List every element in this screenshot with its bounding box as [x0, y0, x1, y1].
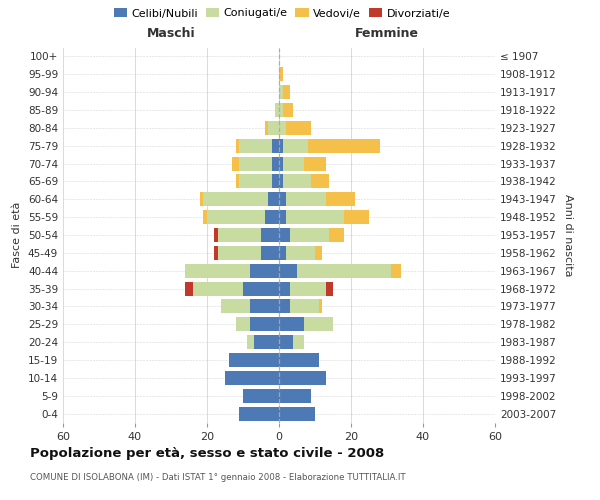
Text: Popolazione per età, sesso e stato civile - 2008: Popolazione per età, sesso e stato civil… — [30, 448, 384, 460]
Bar — [279, 389, 311, 402]
Bar — [344, 210, 369, 224]
Bar — [275, 103, 279, 117]
Bar — [286, 192, 326, 206]
Bar — [279, 264, 297, 278]
Bar — [326, 282, 333, 296]
Text: COMUNE DI ISOLABONA (IM) - Dati ISTAT 1° gennaio 2008 - Elaborazione TUTTITALIA.: COMUNE DI ISOLABONA (IM) - Dati ISTAT 1°… — [30, 472, 406, 482]
Bar — [279, 335, 293, 349]
Bar — [308, 138, 380, 152]
Bar — [283, 174, 311, 188]
Bar — [239, 406, 279, 420]
Text: Maschi: Maschi — [146, 28, 196, 40]
Bar — [290, 300, 319, 314]
Bar — [311, 174, 329, 188]
Bar — [207, 210, 265, 224]
Bar — [185, 282, 193, 296]
Bar — [272, 138, 279, 152]
Bar — [250, 300, 279, 314]
Bar — [279, 103, 283, 117]
Bar — [283, 103, 293, 117]
Bar — [279, 228, 290, 242]
Bar — [225, 371, 279, 385]
Bar — [272, 156, 279, 170]
Bar — [286, 121, 311, 135]
Bar — [283, 138, 308, 152]
Bar — [297, 264, 391, 278]
Bar — [200, 192, 203, 206]
Bar — [286, 210, 344, 224]
Bar — [326, 192, 355, 206]
Bar — [279, 318, 304, 331]
Bar — [239, 174, 272, 188]
Bar — [236, 138, 239, 152]
Y-axis label: Fasce di età: Fasce di età — [13, 202, 22, 268]
Bar — [261, 246, 279, 260]
Y-axis label: Anni di nascita: Anni di nascita — [563, 194, 573, 276]
Bar — [283, 156, 304, 170]
Bar — [279, 156, 283, 170]
Bar — [243, 389, 279, 402]
Bar — [232, 156, 239, 170]
Bar — [221, 300, 250, 314]
Bar — [229, 353, 279, 367]
Bar — [218, 246, 261, 260]
Bar — [279, 174, 283, 188]
Bar — [193, 282, 243, 296]
Bar — [329, 228, 344, 242]
Bar — [293, 335, 304, 349]
Bar — [239, 138, 272, 152]
Bar — [250, 318, 279, 331]
Text: Femmine: Femmine — [355, 28, 419, 40]
Bar — [279, 138, 283, 152]
Bar — [279, 68, 283, 81]
Bar — [279, 300, 290, 314]
Bar — [279, 85, 283, 99]
Bar — [286, 246, 315, 260]
Bar — [279, 406, 315, 420]
Bar — [304, 318, 333, 331]
Bar — [304, 156, 326, 170]
Bar — [319, 300, 322, 314]
Bar — [290, 282, 326, 296]
Bar — [250, 264, 279, 278]
Bar — [283, 85, 290, 99]
Bar — [203, 192, 268, 206]
Bar — [243, 282, 279, 296]
Bar — [236, 318, 250, 331]
Bar — [268, 121, 279, 135]
Bar — [290, 228, 329, 242]
Bar — [279, 121, 286, 135]
Bar — [254, 335, 279, 349]
Bar — [203, 210, 207, 224]
Bar — [279, 353, 319, 367]
Bar — [185, 264, 250, 278]
Bar — [214, 246, 218, 260]
Bar — [218, 228, 261, 242]
Bar — [261, 228, 279, 242]
Bar — [279, 192, 286, 206]
Bar — [239, 156, 272, 170]
Bar — [214, 228, 218, 242]
Bar — [279, 210, 286, 224]
Bar — [272, 174, 279, 188]
Bar — [279, 282, 290, 296]
Bar — [236, 174, 239, 188]
Legend: Celibi/Nubili, Coniugati/e, Vedovi/e, Divorziati/e: Celibi/Nubili, Coniugati/e, Vedovi/e, Di… — [114, 8, 450, 18]
Bar — [268, 192, 279, 206]
Bar — [391, 264, 401, 278]
Bar — [247, 335, 254, 349]
Bar — [279, 371, 326, 385]
Bar — [315, 246, 322, 260]
Bar — [265, 210, 279, 224]
Bar — [265, 121, 268, 135]
Bar — [279, 246, 286, 260]
